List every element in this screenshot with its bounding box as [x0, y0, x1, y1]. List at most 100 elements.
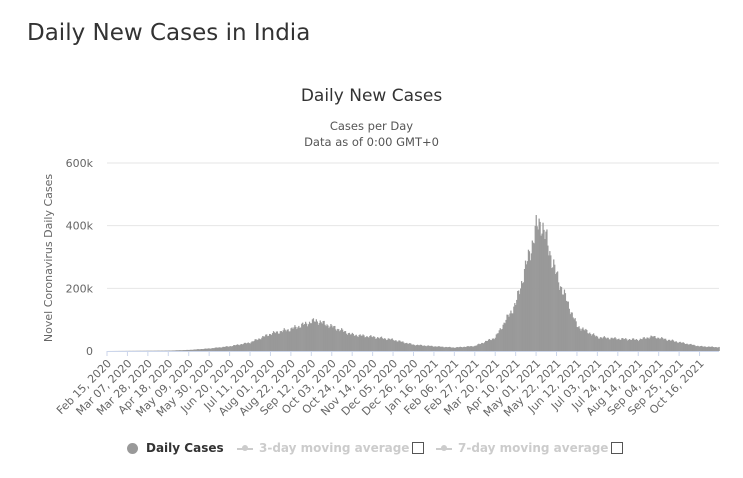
daily-cases-bar[interactable]: [321, 323, 323, 351]
daily-cases-bar[interactable]: [619, 339, 621, 351]
daily-cases-bar[interactable]: [697, 345, 699, 351]
daily-cases-bar[interactable]: [339, 331, 341, 351]
daily-cases-bar[interactable]: [434, 346, 436, 351]
daily-cases-bar[interactable]: [245, 343, 247, 351]
daily-cases-bar[interactable]: [185, 350, 187, 351]
daily-cases-bar[interactable]: [691, 344, 693, 351]
daily-cases-bar[interactable]: [449, 346, 451, 351]
daily-cases-bar[interactable]: [377, 337, 380, 351]
daily-cases-bar[interactable]: [607, 337, 609, 351]
daily-cases-bar[interactable]: [211, 348, 213, 351]
daily-cases-bar[interactable]: [265, 334, 267, 351]
daily-cases-bar[interactable]: [556, 272, 558, 351]
daily-cases-bar[interactable]: [491, 338, 494, 351]
daily-cases-bar[interactable]: [332, 327, 334, 351]
daily-cases-bar[interactable]: [694, 345, 696, 351]
daily-cases-bar[interactable]: [648, 338, 650, 351]
daily-cases-bar[interactable]: [654, 336, 656, 351]
daily-cases-bar[interactable]: [412, 344, 414, 351]
daily-cases-bar[interactable]: [442, 346, 444, 351]
daily-cases-bar[interactable]: [328, 328, 330, 351]
daily-cases-bar[interactable]: [199, 349, 202, 351]
daily-cases-bar[interactable]: [208, 348, 210, 351]
daily-cases-bar[interactable]: [367, 336, 369, 351]
daily-cases-bar[interactable]: [649, 337, 651, 351]
daily-cases-bar[interactable]: [487, 339, 490, 351]
daily-cases-bar[interactable]: [577, 327, 579, 351]
daily-cases-bar[interactable]: [594, 336, 597, 351]
daily-cases-bar[interactable]: [270, 335, 273, 351]
daily-cases-bar[interactable]: [333, 326, 335, 351]
daily-cases-bar[interactable]: [387, 338, 389, 351]
daily-cases-bar[interactable]: [358, 335, 360, 351]
daily-cases-bar[interactable]: [255, 339, 257, 351]
daily-cases-bar[interactable]: [547, 245, 549, 351]
daily-cases-bar[interactable]: [418, 345, 421, 351]
daily-cases-bar[interactable]: [189, 349, 191, 351]
daily-cases-bar[interactable]: [698, 346, 700, 351]
daily-cases-bar[interactable]: [197, 349, 200, 351]
daily-cases-bar[interactable]: [182, 350, 184, 351]
daily-cases-bar[interactable]: [451, 347, 454, 351]
daily-cases-bar[interactable]: [706, 346, 709, 351]
daily-cases-bar[interactable]: [718, 346, 720, 351]
daily-cases-bar[interactable]: [453, 347, 456, 351]
daily-cases-bar[interactable]: [254, 339, 256, 351]
daily-cases-bar[interactable]: [381, 338, 384, 351]
daily-cases-bar[interactable]: [629, 339, 632, 351]
daily-cases-bar[interactable]: [309, 323, 312, 351]
daily-cases-bar[interactable]: [269, 333, 271, 351]
daily-cases-bar[interactable]: [172, 350, 174, 351]
legend-item-daily-cases[interactable]: Daily Cases: [127, 438, 224, 458]
daily-cases-bar[interactable]: [538, 218, 540, 351]
daily-cases-bar[interactable]: [389, 339, 391, 351]
daily-cases-bar[interactable]: [606, 337, 608, 351]
daily-cases-bar[interactable]: [660, 338, 662, 351]
daily-cases-bar[interactable]: [488, 338, 491, 351]
daily-cases-bar[interactable]: [346, 334, 349, 351]
daily-cases-bar[interactable]: [411, 344, 413, 351]
daily-cases-bar[interactable]: [263, 336, 265, 351]
daily-cases-bar[interactable]: [531, 240, 533, 351]
daily-cases-bar[interactable]: [253, 341, 255, 351]
daily-cases-bar[interactable]: [440, 346, 442, 351]
daily-cases-bar[interactable]: [179, 350, 181, 351]
daily-cases-bar[interactable]: [483, 343, 485, 351]
daily-cases-bar[interactable]: [717, 347, 719, 351]
daily-cases-bar[interactable]: [479, 344, 481, 351]
daily-cases-bar[interactable]: [473, 346, 475, 351]
daily-cases-bar[interactable]: [665, 338, 667, 351]
daily-cases-bar[interactable]: [629, 339, 631, 351]
daily-cases-bar[interactable]: [526, 261, 529, 351]
daily-cases-bar[interactable]: [581, 328, 583, 351]
daily-cases-bar[interactable]: [366, 335, 368, 351]
daily-cases-bar[interactable]: [420, 344, 423, 351]
daily-cases-bar[interactable]: [572, 317, 574, 351]
daily-cases-bar[interactable]: [601, 338, 604, 351]
daily-cases-bar[interactable]: [274, 333, 277, 351]
daily-cases-bar[interactable]: [552, 267, 554, 351]
daily-cases-bar[interactable]: [187, 349, 189, 351]
daily-cases-bar[interactable]: [183, 350, 185, 351]
daily-cases-bar[interactable]: [615, 338, 617, 351]
daily-cases-bar[interactable]: [222, 346, 224, 351]
daily-cases-bar[interactable]: [306, 326, 309, 351]
daily-cases-bar[interactable]: [428, 345, 430, 351]
daily-cases-bar[interactable]: [201, 349, 204, 351]
daily-cases-bar[interactable]: [297, 327, 299, 351]
daily-cases-bar[interactable]: [371, 336, 373, 351]
daily-cases-bar[interactable]: [405, 343, 407, 351]
daily-cases-bar[interactable]: [465, 346, 467, 351]
checkbox-3-day-average[interactable]: [412, 442, 424, 454]
daily-cases-bar[interactable]: [414, 345, 417, 351]
daily-cases-bar[interactable]: [674, 341, 677, 351]
daily-cases-bar[interactable]: [278, 333, 281, 351]
daily-cases-bar[interactable]: [568, 308, 570, 351]
daily-cases-bar[interactable]: [427, 345, 429, 351]
daily-cases-bar[interactable]: [202, 349, 205, 351]
daily-cases-bar[interactable]: [174, 350, 176, 351]
daily-cases-bar[interactable]: [213, 348, 215, 351]
daily-cases-bar[interactable]: [205, 348, 208, 351]
daily-cases-bar[interactable]: [641, 339, 643, 351]
daily-cases-bar[interactable]: [233, 345, 235, 351]
